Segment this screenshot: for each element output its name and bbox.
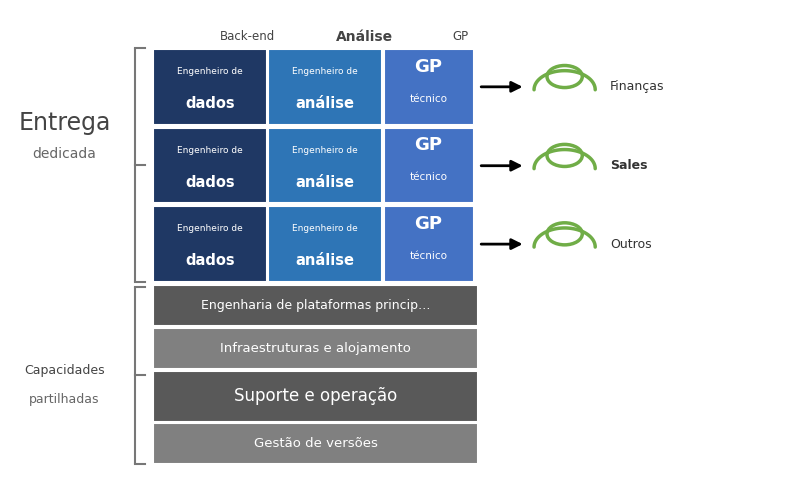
FancyBboxPatch shape	[153, 128, 266, 204]
Text: Gestão de versões: Gestão de versões	[254, 438, 378, 450]
Text: GP: GP	[414, 136, 442, 154]
Text: GP: GP	[452, 30, 469, 44]
Text: Engenheiro de: Engenheiro de	[177, 224, 242, 233]
Text: dados: dados	[185, 253, 234, 268]
Text: Finanças: Finanças	[610, 80, 665, 94]
Text: Suporte e operação: Suporte e operação	[234, 388, 398, 406]
FancyBboxPatch shape	[383, 206, 474, 282]
FancyBboxPatch shape	[153, 424, 478, 464]
FancyBboxPatch shape	[268, 128, 382, 204]
FancyBboxPatch shape	[153, 49, 266, 125]
Text: GP: GP	[414, 215, 442, 233]
Text: Back-end: Back-end	[219, 30, 274, 44]
Text: Engenheiro de: Engenheiro de	[292, 146, 358, 155]
Text: dados: dados	[185, 96, 234, 112]
Text: Engenheiro de: Engenheiro de	[292, 68, 358, 76]
Text: Outros: Outros	[610, 238, 652, 250]
FancyBboxPatch shape	[153, 206, 266, 282]
Text: técnico: técnico	[410, 250, 448, 260]
Text: dados: dados	[185, 174, 234, 190]
Text: dedicada: dedicada	[33, 148, 96, 162]
Text: Análise: Análise	[336, 30, 394, 44]
Text: técnico: técnico	[410, 172, 448, 182]
Text: GP: GP	[414, 58, 442, 76]
FancyBboxPatch shape	[383, 49, 474, 125]
FancyBboxPatch shape	[153, 371, 478, 422]
FancyBboxPatch shape	[268, 206, 382, 282]
Text: Infraestruturas e alojamento: Infraestruturas e alojamento	[220, 342, 411, 354]
Text: Engenharia de plataformas princip…: Engenharia de plataformas princip…	[201, 299, 430, 312]
Text: Capacidades: Capacidades	[24, 364, 105, 376]
Text: Engenheiro de: Engenheiro de	[292, 224, 358, 233]
FancyBboxPatch shape	[153, 286, 478, 326]
Text: análise: análise	[296, 253, 354, 268]
Text: análise: análise	[296, 174, 354, 190]
Text: Engenheiro de: Engenheiro de	[177, 146, 242, 155]
Text: partilhadas: partilhadas	[29, 393, 100, 406]
FancyBboxPatch shape	[383, 128, 474, 204]
FancyBboxPatch shape	[268, 49, 382, 125]
Text: técnico: técnico	[410, 94, 448, 104]
Text: Sales: Sales	[610, 159, 648, 172]
Text: Entrega: Entrega	[18, 110, 110, 134]
FancyBboxPatch shape	[153, 328, 478, 368]
Text: análise: análise	[296, 96, 354, 112]
Text: Engenheiro de: Engenheiro de	[177, 68, 242, 76]
